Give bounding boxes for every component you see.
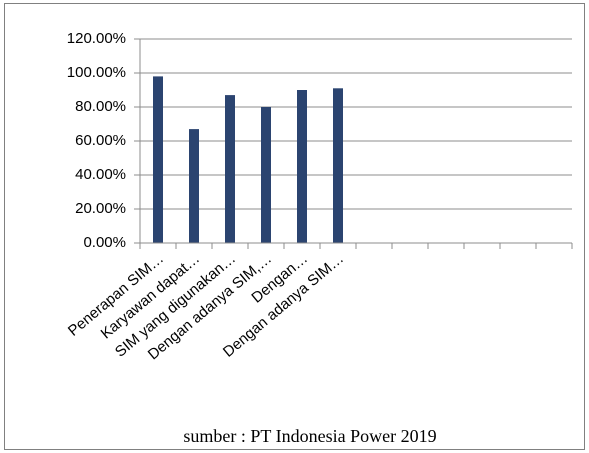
y-tick-label: 60.00% [75,132,126,149]
bar [261,107,271,243]
y-tick-label: 100.00% [67,64,126,81]
y-tick-label: 40.00% [75,166,126,183]
bar [225,95,235,243]
bar [189,129,199,243]
bar [297,90,307,243]
bar [333,88,343,243]
source-note: sumber : PT Indonesia Power 2019 [183,426,436,446]
y-tick-label: 120.00% [67,30,126,47]
y-tick-label: 0.00% [83,234,126,251]
y-tick-label: 80.00% [75,98,126,115]
chart-frame [4,3,585,450]
y-tick-label: 20.00% [75,200,126,217]
bar [153,76,163,244]
